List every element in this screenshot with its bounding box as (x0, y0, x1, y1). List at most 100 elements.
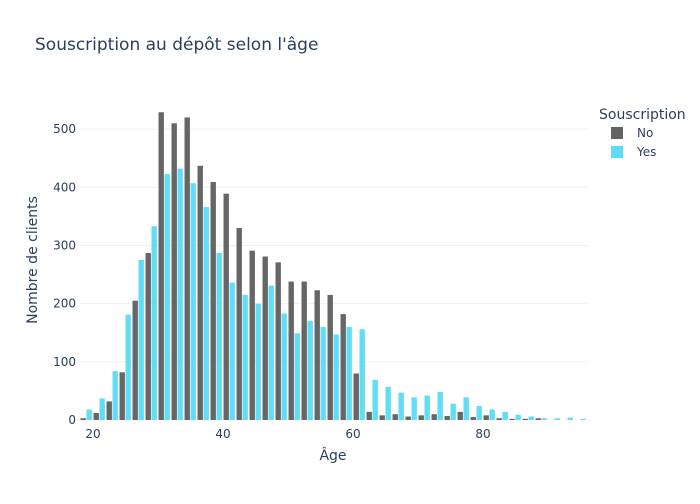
bar-yes-28[interactable] (151, 226, 157, 420)
y-axis-title: Nombre de clients (25, 196, 41, 324)
bar-yes-18[interactable] (86, 409, 92, 420)
bar-yes-54[interactable] (320, 326, 326, 420)
bar-yes-62[interactable] (372, 379, 378, 420)
y-tick-label: 500 (53, 122, 76, 136)
bar-no-76[interactable] (457, 411, 463, 420)
legend-label-yes[interactable]: Yes (636, 145, 656, 159)
bar-yes-86[interactable] (528, 416, 534, 420)
bar-no-70[interactable] (418, 415, 424, 420)
bar-no-56[interactable] (327, 294, 333, 420)
bar-no-54[interactable] (314, 290, 320, 420)
bar-no-40[interactable] (223, 193, 229, 420)
bar-no-34[interactable] (184, 117, 190, 420)
bar-yes-38[interactable] (216, 253, 222, 420)
bar-yes-26[interactable] (138, 260, 144, 420)
bar-yes-34[interactable] (190, 183, 196, 420)
bar-no-18[interactable] (80, 418, 86, 420)
bar-no-36[interactable] (197, 165, 203, 420)
legend[interactable]: Souscription No Yes (599, 107, 686, 159)
bar-yes-22[interactable] (112, 371, 118, 420)
bar-no-22[interactable] (106, 401, 112, 420)
bar-yes-74[interactable] (450, 403, 456, 420)
bar-no-32[interactable] (171, 123, 177, 421)
y-tick-label: 200 (53, 297, 76, 311)
bar-yes-40[interactable] (229, 282, 235, 420)
bar-no-80[interactable] (483, 415, 489, 420)
bar-yes-78[interactable] (476, 406, 482, 420)
bar-yes-80[interactable] (489, 409, 495, 420)
bar-yes-66[interactable] (398, 392, 404, 420)
bar-yes-58[interactable] (346, 326, 352, 420)
bar-yes-72[interactable] (437, 392, 443, 420)
bar-yes-56[interactable] (333, 334, 339, 420)
bar-no-74[interactable] (444, 415, 450, 420)
x-tick-label: 40 (215, 427, 230, 441)
bar-yes-30[interactable] (164, 173, 170, 420)
legend-label-no[interactable]: No (637, 126, 653, 140)
legend-swatch-yes[interactable] (611, 146, 623, 158)
legend-swatch-no[interactable] (611, 127, 623, 139)
bar-no-24[interactable] (119, 372, 125, 420)
bar-yes-24[interactable] (125, 314, 131, 420)
legend-title: Souscription (599, 107, 686, 123)
bar-no-88[interactable] (535, 418, 541, 420)
x-axis: 20 40 60 80 (85, 427, 490, 441)
x-tick-label: 20 (85, 427, 100, 441)
bar-no-38[interactable] (210, 182, 216, 420)
bar-no-42[interactable] (236, 228, 242, 420)
bar-no-58[interactable] (340, 314, 346, 420)
x-tick-label: 80 (475, 427, 490, 441)
bar-no-26[interactable] (132, 300, 138, 420)
bar-yes-48[interactable] (281, 313, 287, 420)
y-tick-label: 100 (53, 355, 76, 369)
bar-no-84[interactable] (509, 418, 515, 420)
bar-yes-52[interactable] (307, 321, 313, 420)
bar-no-46[interactable] (262, 256, 268, 420)
bar-no-28[interactable] (145, 253, 151, 420)
bar-yes-82[interactable] (502, 411, 508, 420)
bar-no-72[interactable] (431, 414, 437, 420)
bar-yes-68[interactable] (411, 397, 417, 420)
bar-yes-46[interactable] (268, 285, 274, 420)
bar-no-64[interactable] (379, 415, 385, 420)
bars[interactable] (80, 112, 586, 421)
x-tick-label: 60 (345, 427, 360, 441)
bar-no-62[interactable] (366, 411, 372, 420)
bar-yes-64[interactable] (385, 386, 391, 420)
bar-yes-88[interactable] (541, 418, 547, 420)
legend-items[interactable]: No Yes (611, 126, 656, 159)
bar-yes-84[interactable] (515, 414, 521, 420)
bar-no-30[interactable] (158, 112, 164, 420)
bar-yes-70[interactable] (424, 395, 430, 420)
y-tick-label: 400 (53, 180, 76, 194)
bar-no-48[interactable] (275, 262, 281, 420)
y-tick-label: 300 (53, 238, 76, 252)
bar-yes-50[interactable] (294, 333, 300, 420)
bar-no-44[interactable] (249, 250, 255, 420)
chart-title: Souscription au dépôt selon l'âge (35, 35, 318, 55)
y-tick-label: 0 (68, 413, 76, 427)
bar-yes-76[interactable] (463, 397, 469, 420)
bar-no-50[interactable] (288, 281, 294, 420)
bar-no-52[interactable] (301, 281, 307, 420)
bar-no-66[interactable] (392, 414, 398, 420)
bar-yes-92[interactable] (567, 417, 573, 420)
bar-no-20[interactable] (93, 413, 99, 420)
bar-no-78[interactable] (470, 417, 476, 420)
bar-no-68[interactable] (405, 416, 411, 420)
bar-yes-94[interactable] (580, 418, 586, 420)
bar-yes-60[interactable] (359, 329, 365, 420)
bar-no-82[interactable] (496, 418, 502, 420)
bar-yes-44[interactable] (255, 303, 261, 420)
bar-yes-42[interactable] (242, 294, 248, 420)
bar-yes-36[interactable] (203, 207, 209, 420)
x-axis-title: Âge (319, 446, 346, 464)
bar-no-86[interactable] (522, 418, 528, 420)
bar-yes-32[interactable] (177, 168, 183, 420)
bar-yes-90[interactable] (554, 418, 560, 420)
bar-yes-20[interactable] (99, 398, 105, 420)
bar-no-60[interactable] (353, 373, 359, 420)
